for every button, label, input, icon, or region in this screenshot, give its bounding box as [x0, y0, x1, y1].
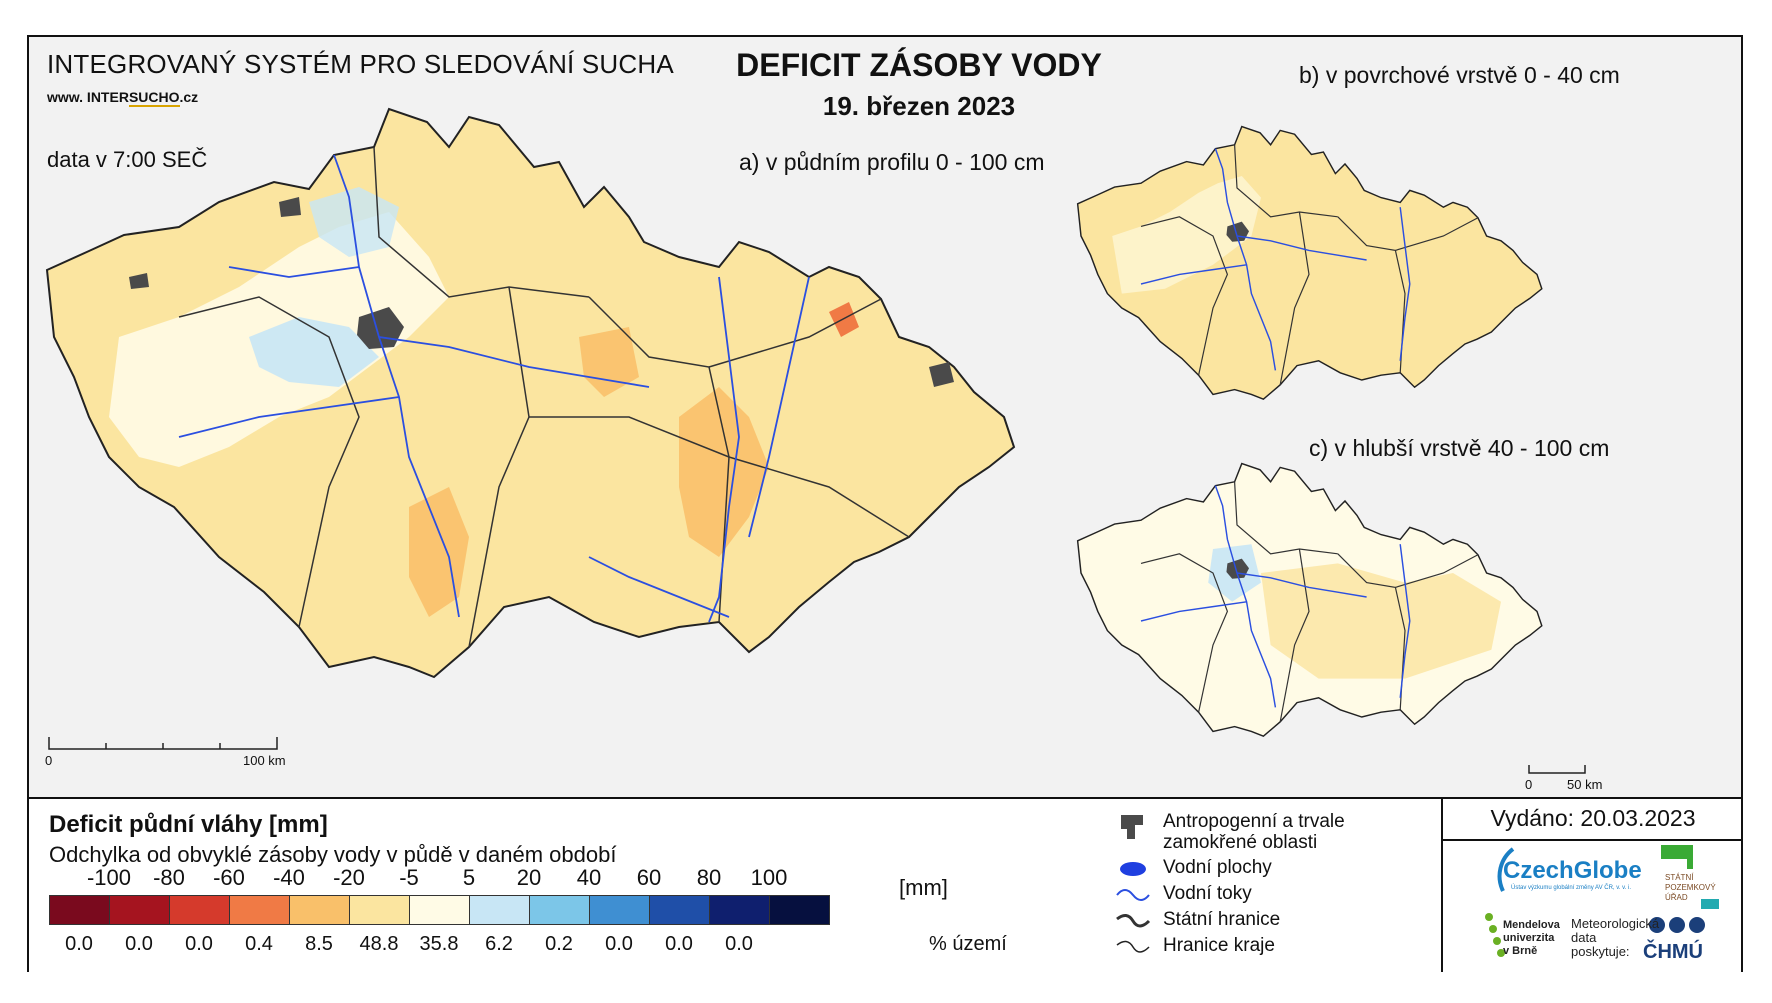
water-bodies-label: Vodní plochy [1163, 857, 1272, 878]
region-border-icon [1116, 940, 1150, 953]
legend-pct-value: 0.0 [605, 933, 633, 955]
legend-break-label: 5 [462, 865, 476, 890]
chmu-logo-icon [1649, 917, 1705, 933]
map-a-label: a) v půdním profilu 0 - 100 cm [739, 149, 1045, 175]
legend-area: Deficit půdní vláhy [mm] Odchylka od obv… [29, 797, 1743, 972]
legend-pct-value: 8.5 [305, 933, 333, 955]
water-body-icon [1120, 862, 1146, 876]
mendelu-logo-text: Mendelova univerzita v Brně [1503, 919, 1560, 957]
website-suffix: .cz [179, 89, 199, 105]
legend-swatch [709, 895, 770, 925]
legend-swatch [229, 895, 290, 925]
symbols-legend [1116, 815, 1151, 953]
logos [1485, 845, 1719, 957]
legend-break-label: -80 [153, 865, 185, 890]
legend-unit: [mm] [899, 875, 948, 900]
legend-swatch [349, 895, 410, 925]
legend-break-label: -5 [399, 865, 419, 890]
czechglobe-logo: CzechGlobe [1503, 857, 1642, 884]
scale-main-start: 0 [45, 753, 53, 768]
scale-small-end: 50 km [1567, 777, 1603, 792]
chmu-logo-text: ČHMÚ [1643, 941, 1703, 963]
met-data-text: Meteorologická data poskytuje: [1571, 916, 1660, 959]
legend-subtitle: Odchylka od obvyklé zásoby vody v půdě v… [49, 842, 617, 867]
legend-swatch [289, 895, 350, 925]
scale-small-start: 0 [1525, 777, 1533, 792]
issued-divider [1443, 839, 1743, 841]
teal-mark-icon [1701, 899, 1719, 909]
legend-break-label: -60 [213, 865, 245, 890]
main-map-shape [45, 107, 1016, 679]
main-map-urban-3 [279, 197, 301, 217]
map-b-label: b) v povrchové vrstvě 0 - 40 cm [1299, 62, 1620, 88]
map-drawing [45, 107, 1586, 774]
legend-swatch [589, 895, 650, 925]
main-map-urban-4 [129, 273, 149, 289]
issued-box: Vydáno: 20.03.2023 CzechGlobe Ústav výzk… [1441, 799, 1743, 972]
scale-bar-small [1528, 765, 1586, 774]
legend-pct-value: 48.8 [359, 933, 399, 955]
spu-logo-text: STÁTNÍ POZEMKOVÝ ÚŘAD [1665, 873, 1716, 902]
system-title: INTEGROVANÝ SYSTÉM PRO SLEDOVÁNÍ SUCHA [47, 49, 674, 79]
legend-pct-value: 0.0 [725, 933, 753, 955]
map-frame: INTEGROVANÝ SYSTÉM PRO SLEDOVÁNÍ SUCHA w… [27, 35, 1743, 972]
region-border-label: Hranice kraje [1163, 935, 1275, 956]
scale-main-end: 100 km [243, 753, 286, 768]
spu-logo-icon [1661, 845, 1687, 859]
legend-title: Deficit půdní vláhy [mm] [49, 811, 328, 838]
map-c-label: c) v hlubší vrstvě 40 - 100 cm [1309, 435, 1610, 461]
scale-bar-main [48, 737, 278, 750]
urban-label: Antropogenní a trvale zamokřené oblasti [1163, 811, 1345, 853]
main-map-orange-patch-3 [579, 327, 639, 397]
state-border-icon [1116, 914, 1151, 928]
main-map-red-spot [829, 302, 859, 337]
urban-icon [1121, 815, 1143, 839]
legend-break-label: -40 [273, 865, 305, 890]
legend-swatch [49, 895, 110, 925]
legend-break-label: -20 [333, 865, 365, 890]
legend-break-label: 80 [696, 865, 722, 890]
data-time: data v 7:00 SEČ [47, 147, 208, 172]
czechglobe-subtitle: Ústav výzkumu globální změny AV ČR, v. v… [1511, 885, 1632, 891]
legend-pct-value: 0.4 [245, 933, 273, 955]
map-area: INTEGROVANÝ SYSTÉM PRO SLEDOVÁNÍ SUCHA w… [29, 37, 1741, 797]
legend-pct-value: 0.0 [125, 933, 153, 955]
legend-break-label: 100 [750, 865, 788, 890]
legend-pct-label: % území [929, 933, 1007, 955]
legend-pct-value: 0.0 [185, 933, 213, 955]
legend-break-label: -100 [86, 865, 132, 890]
legend-break-label: 40 [576, 865, 602, 890]
main-map-blue-patch [249, 317, 379, 387]
map-date: 19. březen 2023 [822, 91, 1016, 121]
website-highlight: SUCHO [128, 89, 180, 107]
legend-break-label: 60 [636, 865, 662, 890]
main-map-orange-patch [679, 387, 769, 557]
legend-break-label: 20 [516, 865, 542, 890]
map-b [1076, 125, 1543, 401]
state-border-label: Státní hranice [1163, 909, 1281, 930]
legend-pct-value: 35.8 [419, 933, 459, 955]
main-title: DEFICIT ZÁSOBY VODY [736, 47, 1102, 83]
legend-pct-value: 0.0 [665, 933, 693, 955]
map-b-shape [1076, 125, 1543, 401]
legend-pct-value: 0.0 [65, 933, 93, 955]
czechglobe-logo-icon [1497, 847, 1515, 892]
main-map-urban-2 [929, 362, 954, 387]
website-prefix: www. INTER [47, 89, 129, 105]
issued-date: Vydáno: 20.03.2023 [1490, 805, 1696, 831]
legend-swatch [469, 895, 530, 925]
mendelu-logo-icon [1485, 913, 1505, 957]
legend-swatch [769, 895, 830, 925]
legend-pct-value: 0.2 [545, 933, 573, 955]
website-link[interactable]: www. INTERSUCHO.cz [47, 89, 199, 107]
legend-pct-value: 6.2 [485, 933, 513, 955]
river-icon [1116, 889, 1150, 901]
main-map [45, 107, 1016, 679]
map-c [1076, 462, 1543, 738]
rivers-label: Vodní toky [1163, 883, 1252, 904]
